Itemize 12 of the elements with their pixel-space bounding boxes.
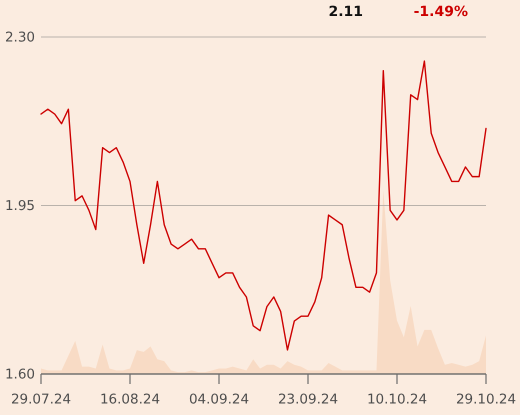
text: -1.49% — [414, 4, 468, 20]
x-tick-label: 29.07.24 — [10, 392, 72, 408]
x-tick-label: 10.10.24 — [366, 392, 428, 408]
line-series — [40, 60, 487, 351]
y-tick-label: 2.30 — [4, 29, 35, 46]
x-tick-label: 16.08.24 — [100, 392, 160, 408]
y-tick-label: 1.60 — [4, 366, 35, 382]
x-tick-label: 23.09.24 — [278, 392, 338, 408]
x-tick-label: 29.10.24 — [456, 392, 516, 408]
x-tick-label: 04.09.24 — [188, 392, 250, 408]
text: 2.11 — [328, 4, 363, 20]
y-tick-label: 1.95 — [4, 198, 35, 214]
